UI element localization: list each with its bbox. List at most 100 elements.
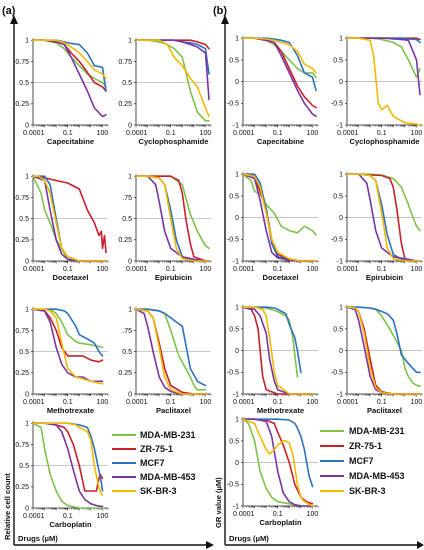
x-tick-label: 0.1 [63,513,73,520]
series-line [242,37,317,78]
x-tick-label: 0.0001 [126,399,148,406]
y-tick-label: 0.25 [15,370,29,377]
series-line [242,418,314,505]
y-tick-label: -1 [233,503,239,510]
legend-b-item: ZR-75-1 [320,441,382,451]
y-tick-label: 1 [339,172,343,179]
legend-b: MDA-MB-231 ZR-75-1 MCF7 MDA-MB-453 SK-BR… [320,426,405,496]
y-tick-label: 1 [339,305,343,312]
subplot-title: Methotrexate [47,406,94,415]
subplot: 1 0.5 0 -0.5 -10.0001 0.1 100 Carboplatin [227,417,318,527]
y-tick-label: 0 [25,505,29,512]
y-tick-label: 1 [25,174,29,181]
series-line [242,418,314,507]
x-tick-label: 100 [97,266,109,273]
y-tick-label: 0.5 [229,57,239,64]
x-tick-label: 0.1 [273,130,283,137]
series-line [32,422,104,508]
subplot: 1 0.75 0.5 0.25 00.0001 0.1 100 Docetaxel [15,174,108,282]
legend-b-item: MCF7 [320,456,374,466]
series-line [346,306,421,374]
series-line [32,308,104,363]
series-line [32,175,107,262]
series-line [32,422,104,509]
series-line [242,173,317,262]
x-tick-label: 100 [200,266,212,273]
series-line [135,175,210,262]
y-tick-label: 0.5 [122,349,132,356]
subplot-title: Paclitaxel [367,406,402,415]
subplot: 1 0.75 0.5 0.25 00.0001 0.1 100 Carboplatin [15,421,108,529]
y-tick-label: -0.5 [331,237,343,244]
subplot: 1 0.5 0 -0.5 -10.0001 0.1 100 Epirubicin [331,172,422,282]
series-line [242,306,302,374]
subplot-title: Carboplatin [49,520,92,529]
legend-a-item: ZR-75-1 [112,444,173,454]
panel-a-axes [10,15,214,549]
x-tick-label: 0.1 [166,266,176,273]
series-line [346,37,421,126]
subplot-title: Epirubicin [155,273,192,282]
y-tick-label: 0 [339,348,343,355]
x-tick-label: 0.1 [377,266,387,273]
x-tick-label: 100 [411,399,423,406]
x-tick-label: 100 [307,399,319,406]
series-line [32,308,104,385]
panel-b-axes [221,15,424,549]
subplot: 1 0.5 0 -0.5 -10.0001 0.1 100 Paclitaxel [331,305,422,415]
x-tick-label: 100 [307,266,319,273]
x-tick-label: 100 [411,130,423,137]
series-line [135,175,210,250]
legend-b-label: SK-BR-3 [349,486,386,496]
y-tick-label: 0.5 [19,349,29,356]
y-tick-label: -0.5 [331,370,343,377]
y-tick-label: 1 [128,38,132,45]
subplot-title: Paclitaxel [156,406,191,415]
y-tick-label: 0.75 [15,442,29,449]
y-tick-label: 0 [128,122,132,129]
legend-b-item: SK-BR-3 [320,486,386,496]
x-tick-label: 0.1 [63,399,73,406]
legend-a-item: MDA-MB-453 [112,472,196,482]
legend-a-item: MCF7 [112,458,165,468]
x-tick-label: 100 [97,130,109,137]
y-tick-label: 0.25 [118,370,132,377]
x-tick-label: 0.0001 [233,399,255,406]
series-line [32,39,107,80]
y-tick-label: -1 [233,391,239,398]
y-tick-label: 0.75 [15,59,29,66]
series-line [135,39,210,118]
y-tick-label: 0 [128,391,132,398]
legend-b-label: ZR-75-1 [349,441,382,451]
y-tick-label: -0.5 [227,482,239,489]
series-line [135,308,207,395]
y-tick-label: 1 [235,172,239,179]
legend-a-label: MDA-MB-231 [140,430,196,440]
series-line [346,37,421,78]
series-line [32,308,104,357]
series-line [32,422,104,492]
x-tick-label: 100 [307,511,319,518]
y-tick-label: 0 [128,258,132,265]
x-tick-label: 0.0001 [23,130,45,137]
y-tick-label: 0.25 [15,101,29,108]
y-tick-label: 0.5 [333,193,343,200]
x-tick-label: 0.0001 [126,130,148,137]
y-tick-label: 0 [25,258,29,265]
panel-a-x-axis-title: Drugs (µM) [18,534,58,543]
series-line [242,37,317,74]
legend-b-item: MDA-MB-453 [320,471,405,481]
y-tick-label: 1 [25,307,29,314]
subplot-title: Carboplatin [259,518,302,527]
y-tick-label: -0.5 [227,237,239,244]
panel-a-label: (a) [2,5,16,17]
y-tick-label: 0.5 [229,438,239,445]
legend-b-item: MDA-MB-231 [320,426,405,436]
subplot-title: Capecitabine [47,137,94,146]
